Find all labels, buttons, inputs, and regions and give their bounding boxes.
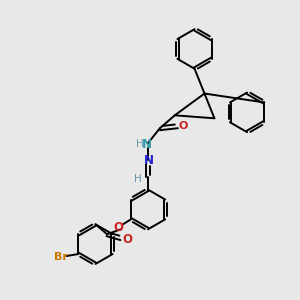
Text: H: H bbox=[136, 139, 144, 149]
Text: Br: Br bbox=[54, 252, 68, 262]
Text: O: O bbox=[179, 121, 188, 131]
Text: N: N bbox=[144, 154, 154, 167]
Text: N: N bbox=[142, 138, 152, 151]
Text: H: H bbox=[134, 174, 142, 184]
Text: O: O bbox=[113, 221, 123, 234]
Text: O: O bbox=[122, 233, 132, 246]
